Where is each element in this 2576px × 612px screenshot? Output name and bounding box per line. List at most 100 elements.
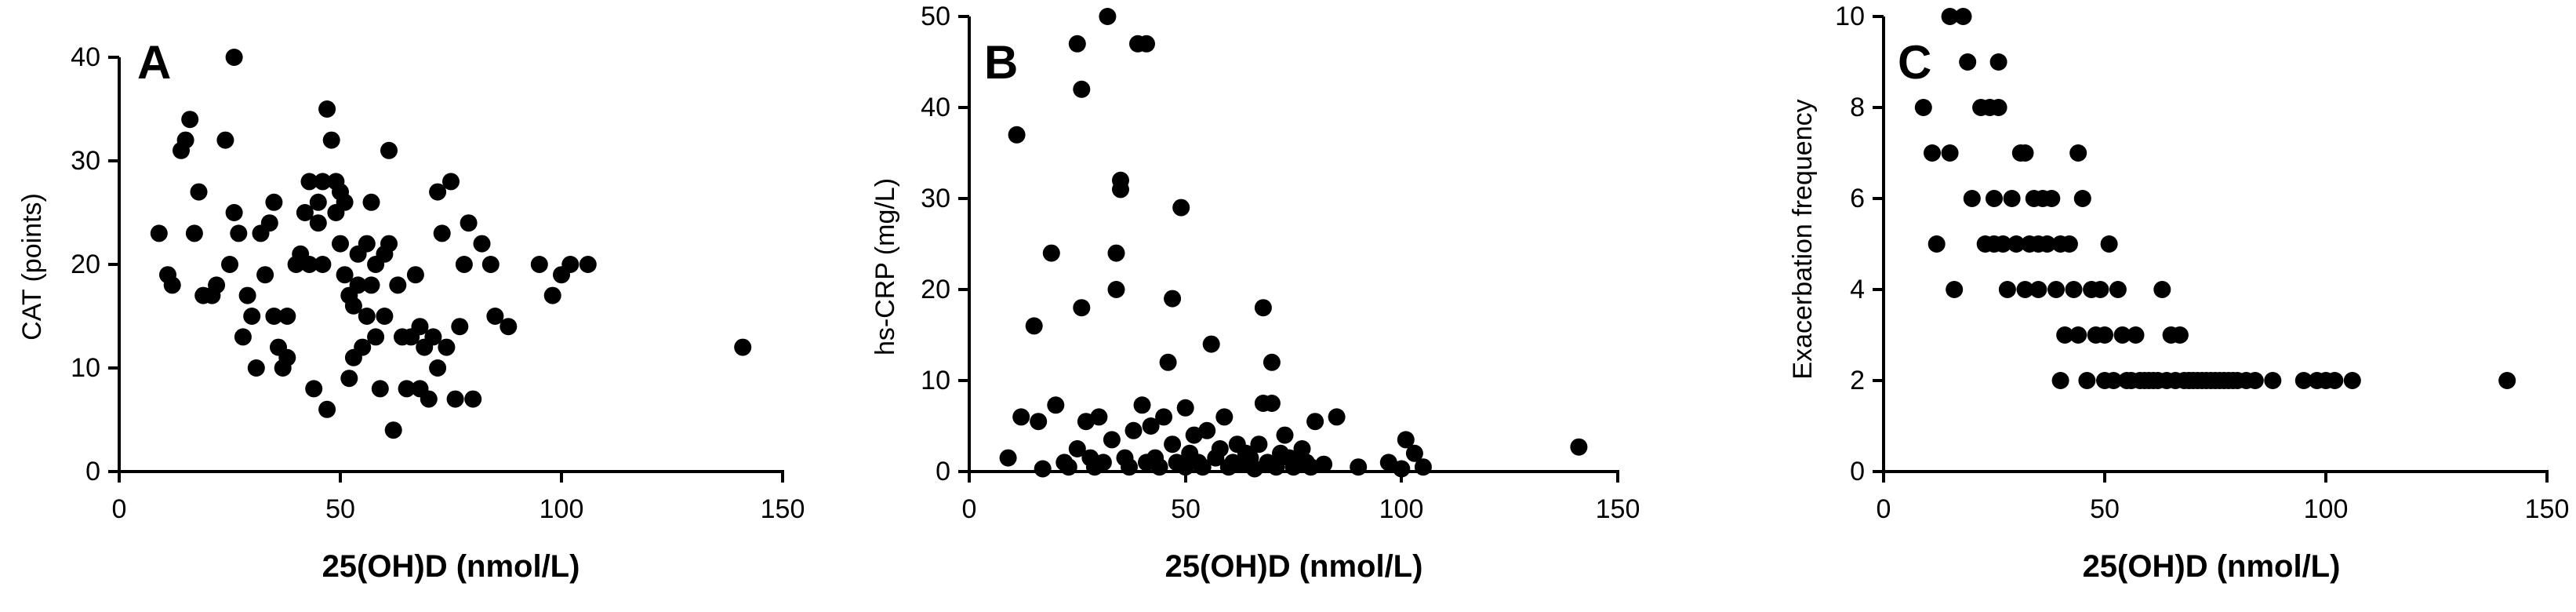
- data-point: [380, 141, 398, 159]
- data-point: [1068, 35, 1086, 53]
- data-point: [336, 266, 354, 284]
- data-point: [1047, 396, 1065, 414]
- data-point: [530, 256, 548, 273]
- data-point: [367, 328, 385, 346]
- data-point: [1914, 99, 1932, 116]
- x-tick-label: 100: [2304, 494, 2349, 524]
- data-point: [1379, 454, 1397, 472]
- data-point: [1927, 235, 1946, 253]
- data-point: [1989, 99, 2007, 116]
- data-point: [1215, 408, 1234, 426]
- data-point: [225, 49, 243, 66]
- y-tick-label: 4: [1850, 275, 1865, 304]
- data-point: [2016, 281, 2034, 298]
- data-point: [2078, 372, 2096, 389]
- y-tick-label: 6: [1850, 184, 1865, 213]
- x-tick-label: 150: [761, 494, 805, 524]
- data-point: [2294, 372, 2313, 389]
- data-point: [1198, 421, 1216, 439]
- data-point: [1042, 244, 1060, 262]
- data-point: [2069, 326, 2087, 344]
- data-point: [1194, 458, 1212, 476]
- data-point: [1941, 144, 1959, 162]
- data-points: [999, 8, 1588, 478]
- data-point: [2105, 372, 2123, 389]
- data-point: [384, 421, 402, 439]
- data-point: [2171, 326, 2189, 344]
- data-point: [561, 256, 580, 273]
- data-point: [2100, 235, 2118, 253]
- data-point: [332, 235, 349, 253]
- data-point: [1963, 190, 1981, 207]
- data-point: [256, 266, 274, 284]
- data-point: [305, 380, 323, 398]
- data-point: [300, 173, 318, 191]
- y-axis-title: Exacerbation frequency: [1788, 99, 1818, 379]
- data-point: [1164, 435, 1182, 454]
- data-point: [1176, 399, 1194, 417]
- y-tick-label: 8: [1850, 93, 1865, 122]
- y-tick-label: 40: [71, 42, 100, 72]
- data-point: [1211, 440, 1229, 457]
- data-point: [500, 318, 518, 336]
- y-axis-title: CAT (points): [17, 193, 47, 341]
- data-point: [371, 380, 389, 398]
- data-point: [473, 235, 491, 253]
- data-point: [1073, 80, 1091, 98]
- data-point: [1315, 455, 1333, 473]
- panel-a: CAT (points) 0 10 20 30 40 0 50 100 150 …: [17, 36, 805, 584]
- data-point: [221, 256, 238, 273]
- data-point: [438, 338, 456, 356]
- data-point: [225, 204, 243, 221]
- y-tick-label: 10: [71, 353, 100, 383]
- y-tick-label: 50: [921, 2, 950, 31]
- data-point: [2073, 190, 2091, 207]
- data-point: [247, 359, 265, 377]
- data-point: [1138, 35, 1155, 53]
- data-point: [398, 380, 416, 398]
- data-point: [358, 308, 376, 325]
- data-point: [1998, 281, 2016, 298]
- data-point: [278, 348, 296, 366]
- data-point: [1941, 8, 1959, 25]
- data-point: [2326, 372, 2344, 389]
- x-axis-title: 25(OH)D (nmol/L): [322, 549, 580, 584]
- data-point: [1254, 299, 1272, 317]
- data-point: [2246, 372, 2264, 389]
- data-point: [260, 214, 278, 232]
- data-point: [1030, 413, 1048, 431]
- data-point: [1405, 444, 1423, 462]
- data-point: [1959, 53, 1977, 71]
- data-point: [216, 131, 234, 149]
- data-point: [1263, 395, 1281, 412]
- y-tick-label: 20: [921, 275, 950, 304]
- data-point: [2096, 326, 2113, 344]
- data-point: [543, 286, 561, 304]
- data-point: [1986, 190, 2003, 207]
- panel-b: hs-CRP (mg/L) 0 10 20 30 40 50 0 50 100 …: [870, 2, 1640, 584]
- data-point: [1393, 460, 1411, 478]
- data-point: [2498, 372, 2516, 389]
- data-point: [1090, 408, 1108, 426]
- data-point: [1302, 458, 1320, 476]
- x-tick-label: 150: [1596, 494, 1640, 524]
- data-point: [380, 235, 398, 253]
- data-point: [1142, 417, 1160, 435]
- data-point: [185, 224, 203, 242]
- data-point: [1099, 8, 1117, 25]
- panel-letter: C: [1898, 36, 1931, 89]
- data-point: [1397, 431, 1415, 449]
- y-tick-label: 2: [1850, 366, 1865, 395]
- panel-c: Exacerbation frequency 0 2 4 6 8 10 0 50…: [1788, 2, 2569, 584]
- data-point: [2127, 326, 2145, 344]
- data-point: [1306, 413, 1324, 431]
- data-point: [1328, 408, 1346, 426]
- data-point: [354, 338, 372, 356]
- data-point: [2069, 144, 2087, 162]
- data-point: [336, 193, 354, 211]
- data-point: [734, 338, 752, 356]
- data-point: [314, 256, 332, 273]
- data-point: [442, 173, 460, 191]
- data-point: [314, 173, 332, 191]
